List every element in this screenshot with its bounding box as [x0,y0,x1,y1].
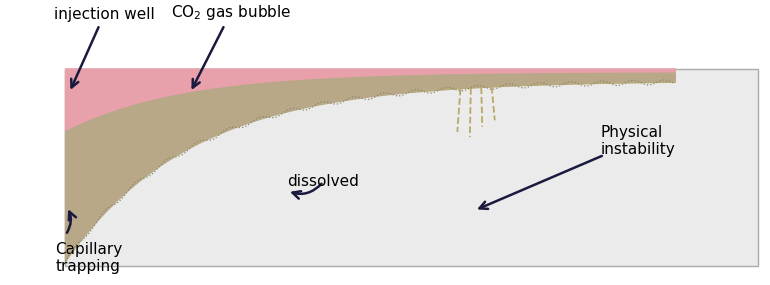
Text: injection well: injection well [54,7,155,87]
Polygon shape [65,69,675,132]
Text: dissolved: dissolved [287,174,360,199]
Bar [65,69,758,266]
Polygon shape [65,73,675,262]
Text: Physical
instability: Physical instability [601,125,675,157]
Text: CO$_2$ gas bubble: CO$_2$ gas bubble [171,3,291,87]
Text: Capillary
trapping: Capillary trapping [55,241,122,274]
